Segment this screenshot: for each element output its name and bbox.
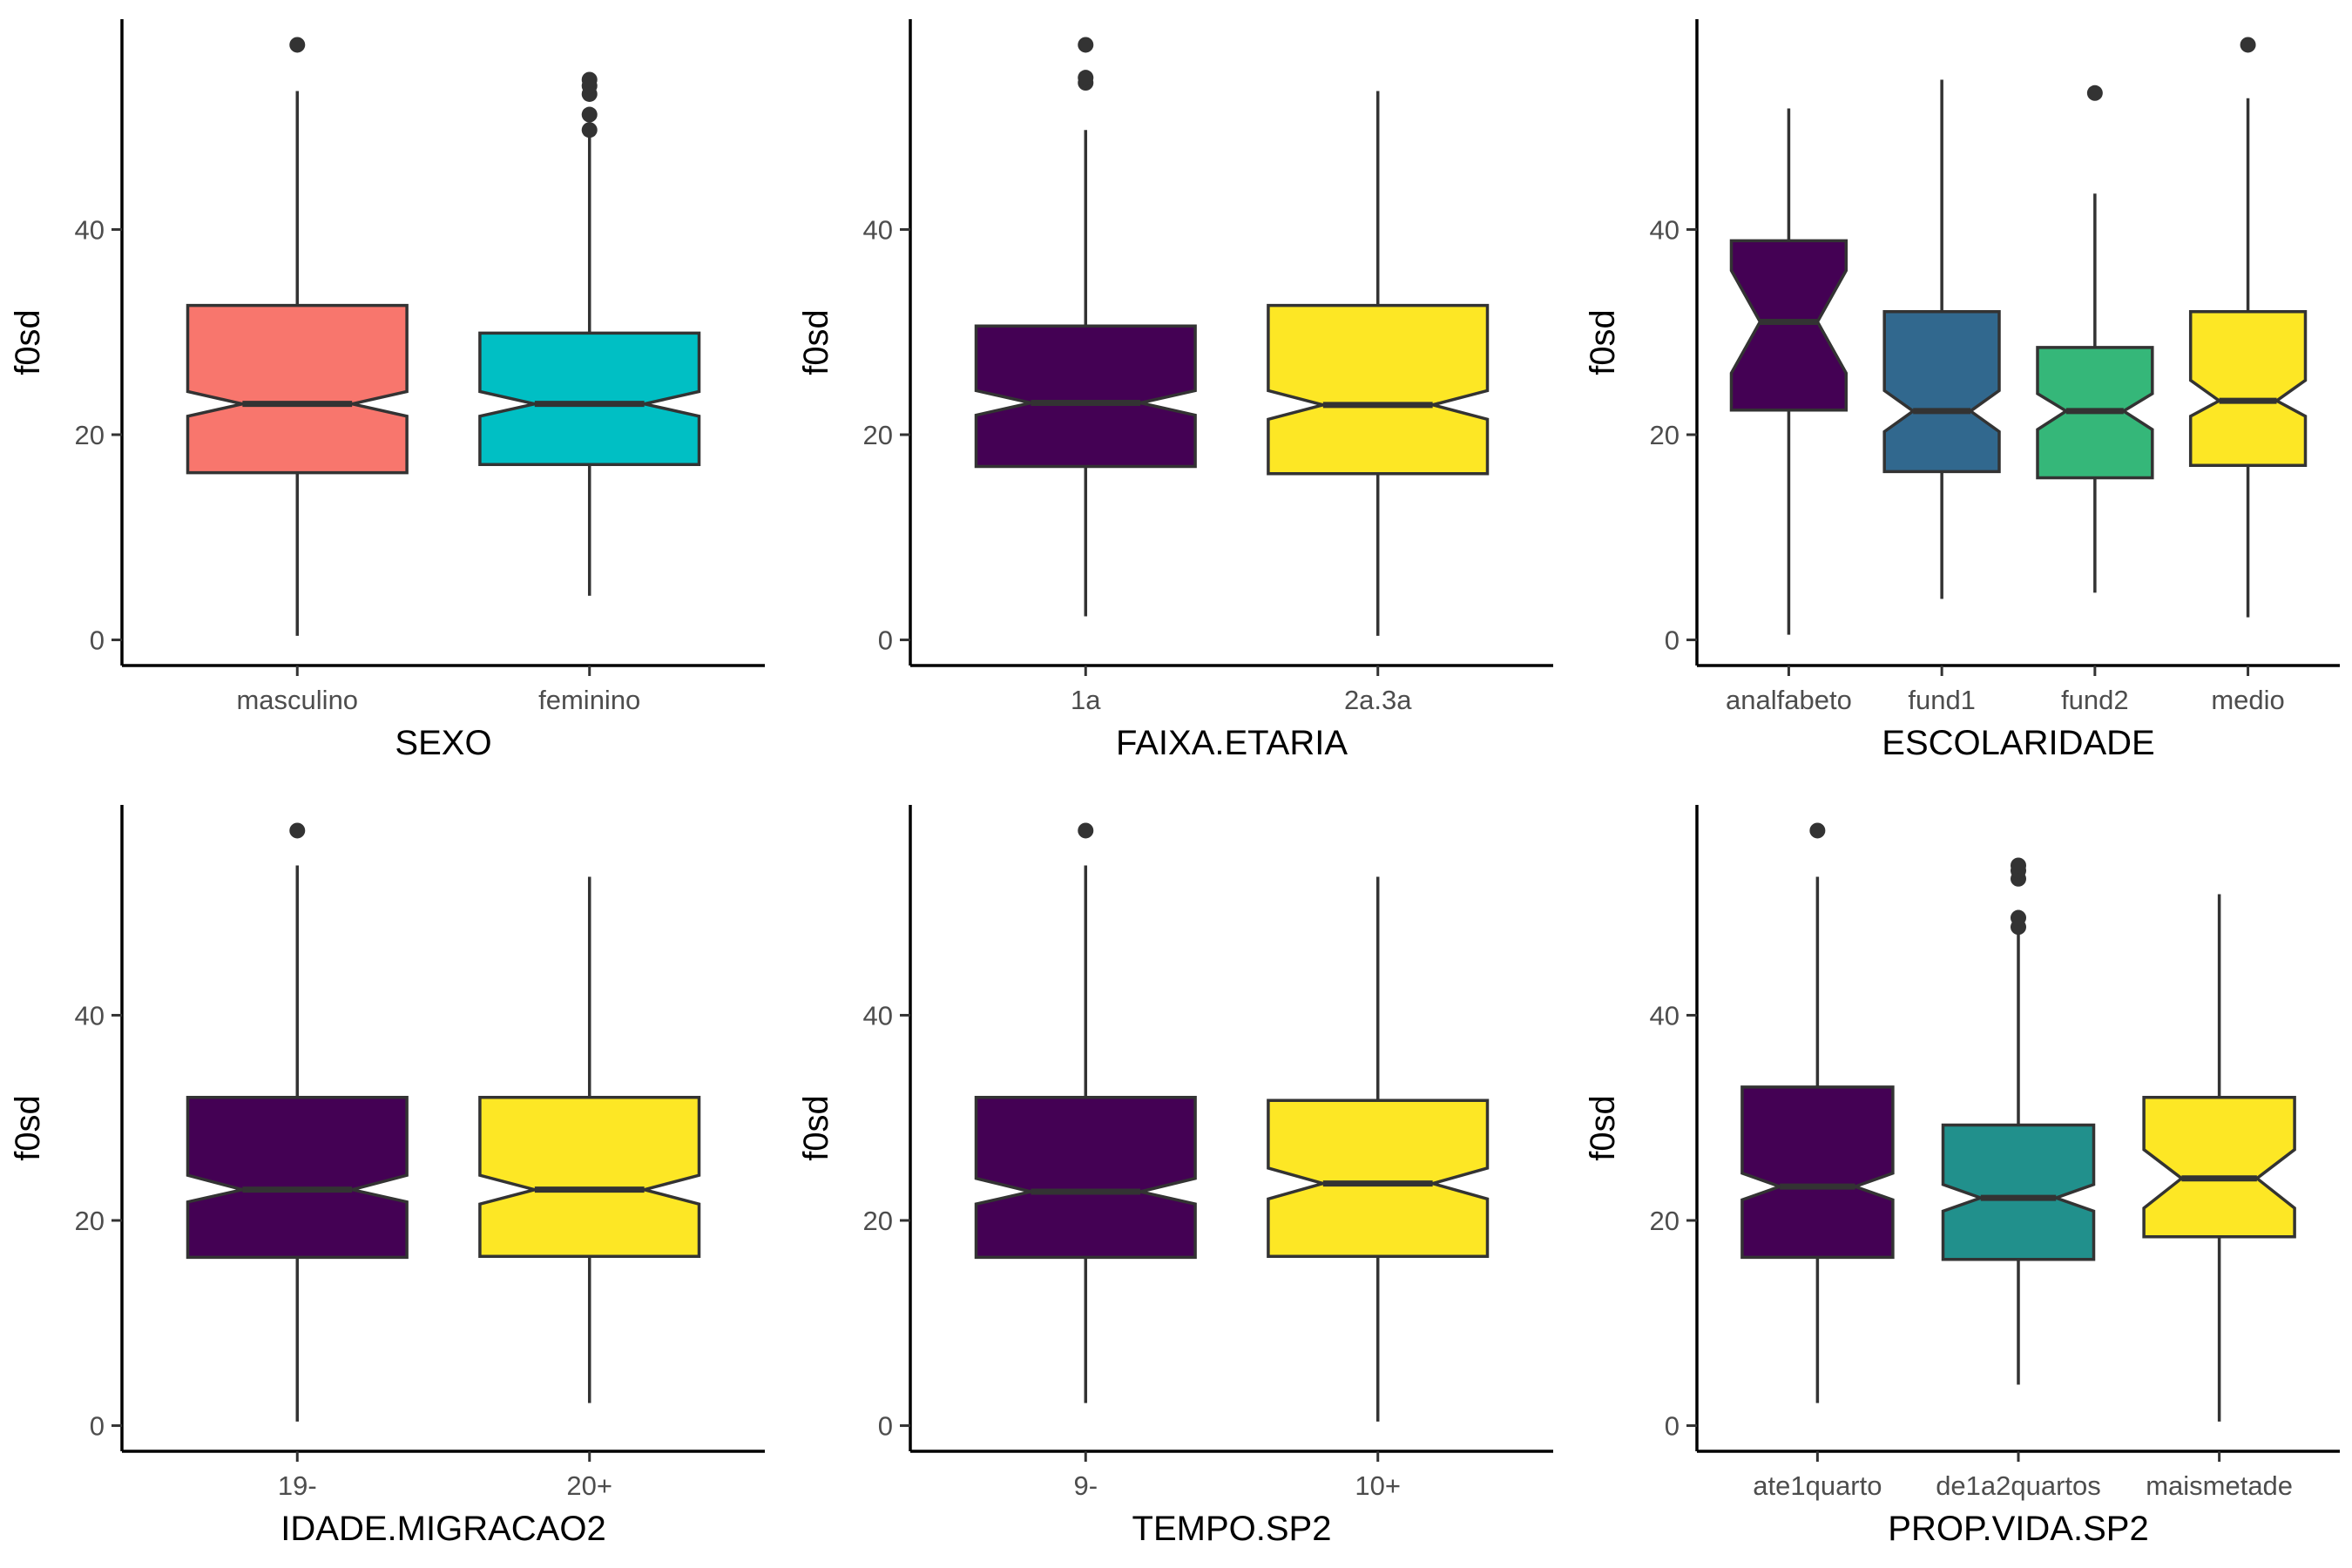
- y-axis-title: f0sd: [797, 309, 835, 375]
- y-axis-title: f0sd: [797, 1095, 835, 1161]
- x-tick-label: 20+: [566, 1470, 612, 1501]
- x-axis-title: IDADE.MIGRACAO2: [280, 1510, 605, 1548]
- box-body: [1729, 239, 1848, 412]
- box-body: [1267, 1098, 1490, 1258]
- box-body: [186, 1095, 409, 1260]
- outlier-point: [289, 37, 306, 53]
- x-axis-title: FAIXA.ETARIA: [1116, 724, 1348, 762]
- box-body: [478, 1095, 701, 1258]
- x-axis-title: TEMPO.SP2: [1132, 1510, 1332, 1548]
- y-tick-label: 40: [863, 1000, 893, 1031]
- box-body: [1882, 309, 2001, 474]
- box-medio: [2188, 37, 2308, 618]
- x-tick-label: 9-: [1073, 1470, 1098, 1501]
- y-axis-title: f0sd: [1584, 309, 1622, 375]
- x-tick-label: 1a: [1071, 685, 1101, 715]
- y-axis-title: f0sd: [1584, 1095, 1622, 1161]
- outlier-point: [2011, 857, 2026, 874]
- y-tick-label: 20: [1650, 1206, 1680, 1236]
- x-tick-label: masculino: [236, 685, 358, 715]
- box-1a: [974, 37, 1197, 617]
- y-tick-label: 40: [75, 1000, 105, 1031]
- box-body: [2142, 1095, 2296, 1239]
- outlier-point: [581, 122, 598, 139]
- box-maismetade: [2142, 894, 2296, 1422]
- box-body: [974, 1095, 1197, 1260]
- y-tick-label: 20: [863, 1206, 893, 1236]
- outlier-point: [581, 106, 598, 123]
- panel-4: 0 20 40 f0sd IDADE.MIGRACAO2 19- 20+: [9, 805, 765, 1548]
- outlier-point: [581, 71, 598, 88]
- panel-1: 0 20 40 f0sd SEXO masculino feminino: [9, 19, 765, 762]
- box-body: [974, 324, 1197, 469]
- x-tick-label: maismetade: [2146, 1470, 2293, 1501]
- outlier-point: [1078, 822, 1094, 839]
- y-tick-label: 40: [1650, 1000, 1680, 1031]
- x-axis-title: PROP.VIDA.SP2: [1888, 1510, 2148, 1548]
- box-2a.3a: [1267, 91, 1490, 636]
- box-de1a2quartos: [1941, 857, 2096, 1385]
- x-tick-label: analfabeto: [1726, 685, 1852, 715]
- box-ate1quarto: [1740, 822, 1895, 1403]
- x-tick-label: feminino: [538, 685, 640, 715]
- panel-3: 0 20 40 f0sd ESCOLARIDADE analfabeto fund1 fund…: [1584, 19, 2340, 762]
- outlier-point: [2240, 37, 2256, 53]
- panel-5: 0 20 40 f0sd TEMPO.SP2 9- 10+: [797, 805, 1553, 1548]
- y-tick-label: 20: [75, 1206, 105, 1236]
- box-feminino: [478, 71, 701, 596]
- outlier-point: [2011, 909, 2026, 926]
- y-tick-label: 20: [75, 420, 105, 450]
- box-10+: [1267, 876, 1490, 1422]
- outlier-point: [1078, 37, 1094, 53]
- y-tick-label: 40: [75, 214, 105, 245]
- outlier-point: [289, 822, 306, 839]
- x-axis-title: ESCOLARIDADE: [1882, 724, 2154, 762]
- box-analfabeto: [1729, 108, 1848, 635]
- x-tick-label: fund1: [1908, 685, 1976, 715]
- y-tick-label: 0: [90, 625, 105, 656]
- x-tick-label: 2a.3a: [1344, 685, 1412, 715]
- x-tick-label: fund2: [2061, 685, 2129, 715]
- box-body: [2188, 309, 2308, 468]
- x-tick-label: medio: [2211, 685, 2284, 715]
- y-tick-label: 0: [90, 1411, 105, 1442]
- y-axis-title: f0sd: [9, 1095, 47, 1161]
- outlier-point: [1809, 822, 1826, 839]
- box-body: [1941, 1123, 2096, 1261]
- box-body: [1740, 1085, 1895, 1260]
- box-fund1: [1882, 79, 2001, 599]
- y-tick-label: 0: [878, 625, 893, 656]
- box-body: [186, 303, 409, 475]
- panel-2: 0 20 40 f0sd FAIXA.ETARIA 1a 2a.3a: [797, 19, 1553, 762]
- x-tick-label: ate1quarto: [1753, 1470, 1882, 1501]
- y-tick-label: 0: [1665, 625, 1680, 656]
- y-tick-label: 20: [1650, 420, 1680, 450]
- outlier-point: [2086, 84, 2103, 101]
- x-tick-label: 19-: [278, 1470, 317, 1501]
- y-tick-label: 20: [863, 420, 893, 450]
- box-body: [1267, 303, 1490, 476]
- x-axis-title: SEXO: [395, 724, 491, 762]
- y-axis-title: f0sd: [9, 309, 47, 375]
- box-19-: [186, 822, 409, 1422]
- box-fund2: [2036, 84, 2154, 593]
- y-tick-label: 40: [863, 214, 893, 245]
- x-tick-label: 10+: [1355, 1470, 1401, 1501]
- y-tick-label: 40: [1650, 214, 1680, 245]
- box-masculino: [186, 37, 409, 636]
- box-20+: [478, 876, 701, 1403]
- y-tick-label: 0: [1665, 1411, 1680, 1442]
- box-9-: [974, 822, 1197, 1403]
- y-tick-label: 0: [878, 1411, 893, 1442]
- box-body: [478, 331, 701, 466]
- outlier-point: [1078, 70, 1094, 86]
- x-tick-label: de1a2quartos: [1936, 1470, 2101, 1501]
